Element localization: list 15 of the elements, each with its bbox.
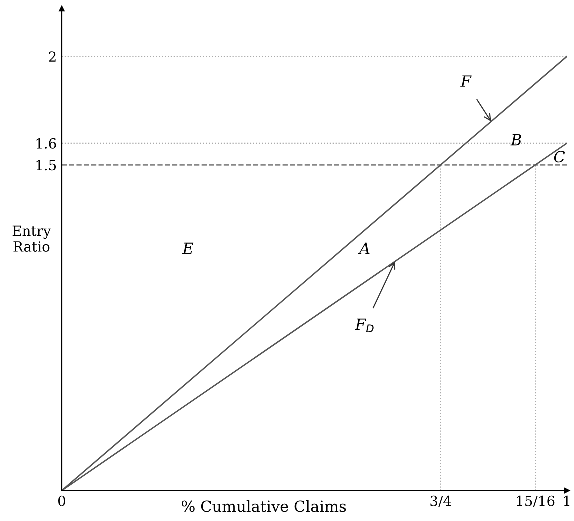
text: F xyxy=(460,76,472,87)
y-axis-title: Entry Ratio xyxy=(12,226,52,252)
y-tick-label: 2 xyxy=(49,52,56,62)
y-tick-label: 1.6 xyxy=(36,138,56,149)
annotation: C xyxy=(554,151,566,163)
annotation: B xyxy=(510,134,522,146)
annotation: A xyxy=(358,242,370,254)
x-axis-title: % Cumulative Claims xyxy=(182,500,346,512)
x-tick-label: 15/16 xyxy=(517,496,555,508)
x-tick-label: 1 xyxy=(564,496,570,506)
annotation: E xyxy=(182,242,194,254)
series-label: F$_{D}$ xyxy=(355,318,374,333)
y-tick-label: 1.5 xyxy=(36,160,56,171)
x-tick-label: 3/4 xyxy=(430,496,452,508)
x-tick-label: 0 xyxy=(58,496,66,506)
